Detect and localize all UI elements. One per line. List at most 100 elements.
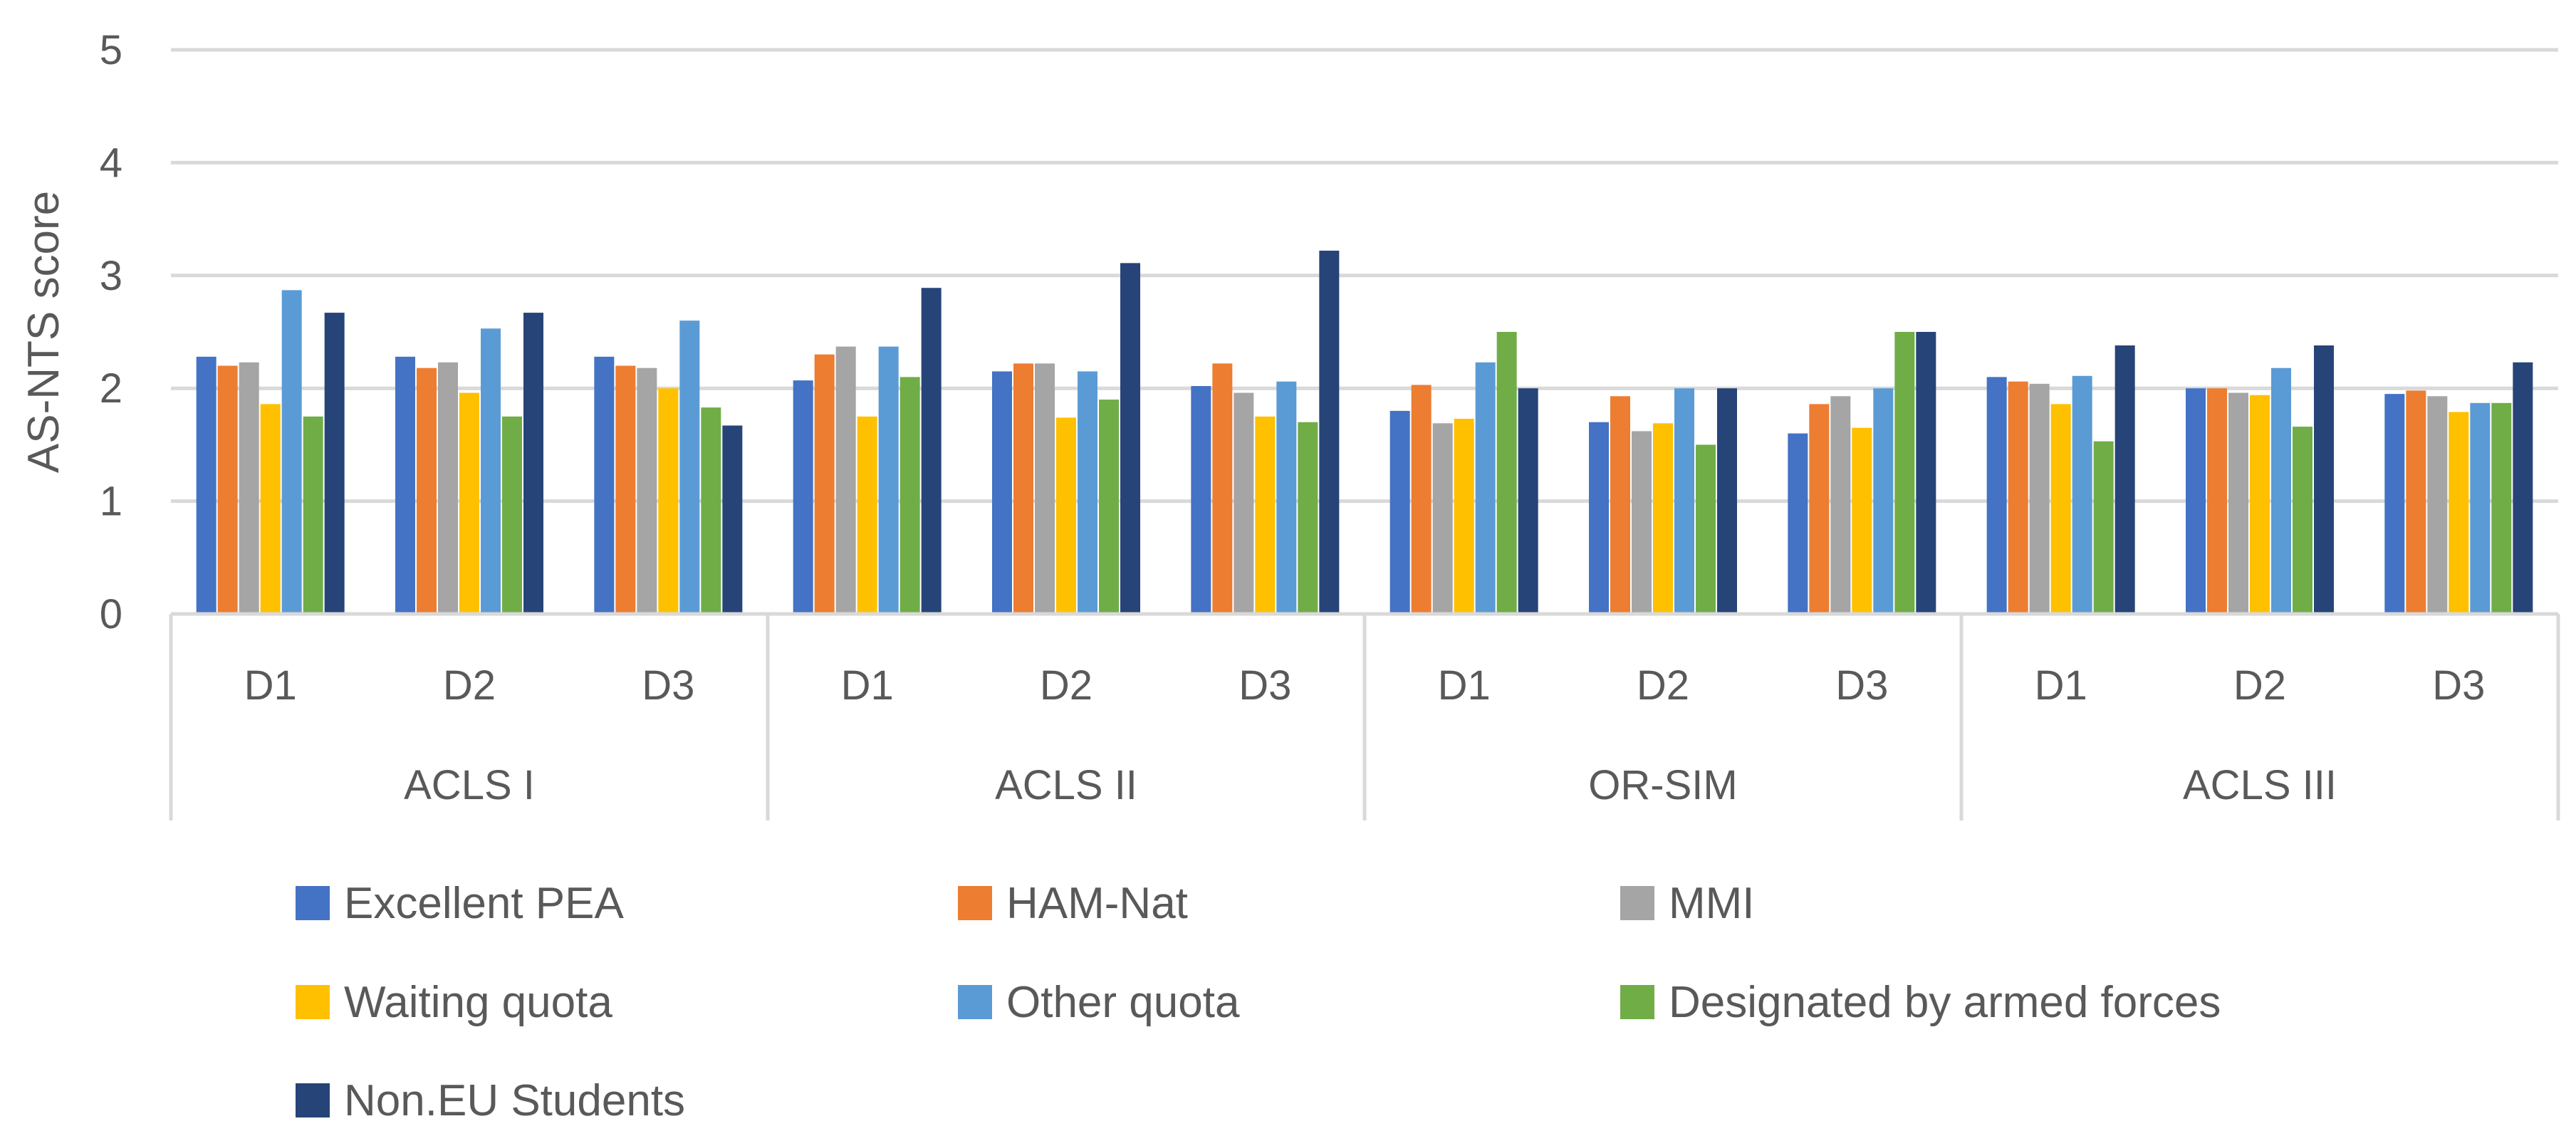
bar <box>814 354 835 614</box>
bar <box>921 288 942 614</box>
bar <box>217 365 238 614</box>
bar <box>2050 404 2071 614</box>
y-tick-label: 0 <box>100 591 122 637</box>
y-tick-label: 3 <box>100 253 122 299</box>
bar <box>1411 385 1432 614</box>
bar <box>2250 395 2270 614</box>
bar <box>2186 388 2206 614</box>
legend-label: Excellent PEA <box>344 879 625 928</box>
group-label: ACLS III <box>2183 762 2337 808</box>
bar <box>1389 410 1410 614</box>
legend-swatch <box>1620 985 1654 1019</box>
bar <box>1589 422 1609 614</box>
legend-label: Other quota <box>1006 978 1240 1027</box>
bar <box>1298 422 1318 614</box>
bar <box>1873 388 1894 614</box>
bar <box>481 328 501 614</box>
bar <box>857 416 877 614</box>
bar <box>835 346 856 614</box>
bar <box>701 407 721 614</box>
bar <box>260 404 281 614</box>
bar <box>1696 444 1716 614</box>
x-tick-label: D1 <box>1438 662 1491 709</box>
bar <box>2271 368 2291 614</box>
bar <box>1056 417 1076 614</box>
bar <box>1454 418 1474 614</box>
bar <box>395 356 415 614</box>
y-tick-label: 2 <box>100 365 122 412</box>
x-tick-label: D2 <box>443 662 496 709</box>
x-tick-label: D2 <box>2233 662 2286 709</box>
x-tick-label: D1 <box>841 662 894 709</box>
legend-swatch <box>296 886 330 920</box>
bar <box>1894 332 1915 614</box>
bar <box>1078 371 1097 614</box>
legend-swatch <box>958 886 992 920</box>
bar <box>992 371 1012 614</box>
group-label: OR-SIM <box>1588 762 1737 808</box>
y-tick-label: 4 <box>100 140 122 186</box>
bar <box>2427 396 2448 614</box>
bar <box>281 290 302 614</box>
bar <box>1809 404 1830 614</box>
bar <box>438 362 458 614</box>
y-axis-title: AS-NTS score <box>19 191 68 473</box>
bar <box>1518 388 1538 614</box>
bar <box>2470 402 2491 614</box>
bar <box>303 416 323 614</box>
x-tick-label: D1 <box>244 662 297 709</box>
bar <box>722 425 743 614</box>
bar <box>1610 396 1630 614</box>
y-tick-label: 1 <box>100 479 122 525</box>
bar <box>658 388 679 614</box>
bar <box>2314 345 2334 614</box>
gridlines <box>171 48 2558 504</box>
bar <box>2008 381 2028 614</box>
legend-swatch <box>958 985 992 1019</box>
x-tick-label: D2 <box>1040 662 1093 709</box>
bar <box>239 362 259 614</box>
bars <box>196 250 2533 614</box>
y-tick-label: 5 <box>100 27 122 73</box>
bar <box>615 365 636 614</box>
x-tick-label: D3 <box>2432 662 2485 709</box>
axes: 0 1 2 3 4 5 AS-NTS score D1 D2 D3 D1 D2 D3 D1 D2 D3 D1 D2… <box>19 27 2560 820</box>
bar <box>1674 388 1694 614</box>
bar <box>2384 394 2405 614</box>
bar <box>1432 423 1453 614</box>
bar <box>1496 332 1517 614</box>
legend-label: HAM-Nat <box>1006 879 1188 928</box>
bar <box>1035 363 1055 614</box>
bar <box>2513 362 2533 614</box>
x-tick-label: D3 <box>1239 662 1291 709</box>
bar <box>502 416 522 614</box>
bar <box>2207 388 2227 614</box>
bar <box>2293 427 2312 614</box>
bar <box>2029 383 2050 614</box>
bar <box>1916 332 1936 614</box>
bar <box>459 392 479 614</box>
bar <box>679 321 700 614</box>
bar <box>1986 377 2007 614</box>
legend-swatch <box>296 1083 330 1117</box>
bar <box>2491 402 2512 614</box>
bar <box>1632 431 1652 614</box>
legend-label: Waiting quota <box>344 978 612 1027</box>
legend-swatch <box>296 985 330 1019</box>
bar <box>2093 441 2114 614</box>
bar <box>2228 392 2248 614</box>
bar <box>1255 416 1276 614</box>
bar <box>1852 427 1872 614</box>
bar <box>1276 381 1297 614</box>
bar <box>1475 362 1496 614</box>
legend: Excellent PEA HAM-Nat MMI Waiting quota Othe… <box>296 879 2221 1125</box>
legend-label: Designated by armed forces <box>1669 978 2221 1027</box>
bar <box>637 368 657 614</box>
bar <box>1830 396 1851 614</box>
bar <box>1234 392 1254 614</box>
bar <box>878 346 899 614</box>
x-tick-label: D1 <box>2035 662 2087 709</box>
x-tick-label: D3 <box>1835 662 1888 709</box>
bar <box>1319 250 1340 614</box>
